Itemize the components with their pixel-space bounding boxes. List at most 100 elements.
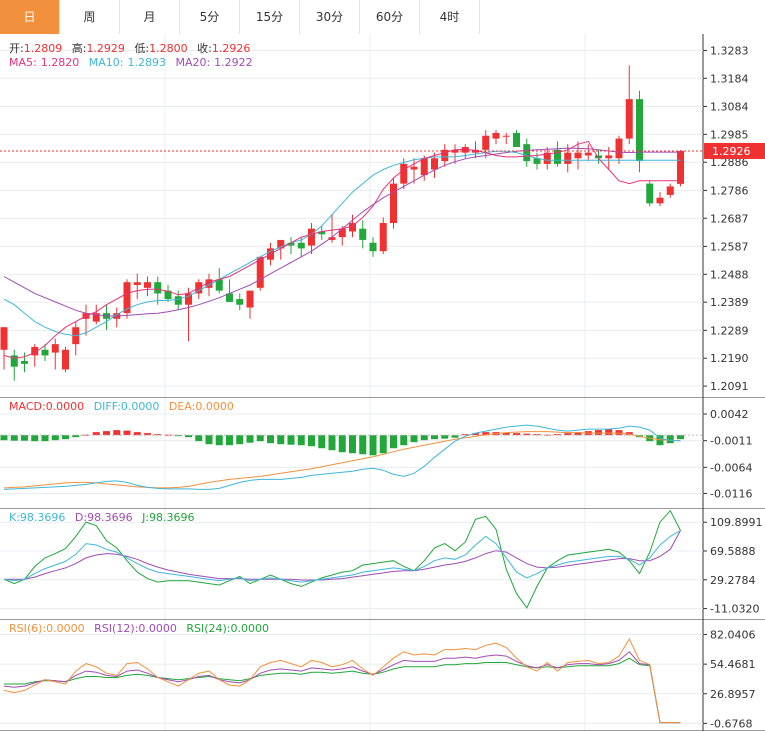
- candle-body: [246, 290, 254, 308]
- macd-bar: [226, 435, 233, 446]
- close-value: 1.2926: [211, 42, 251, 55]
- j-label: J:: [142, 511, 150, 524]
- macd-bar: [359, 435, 367, 455]
- macd-bar: [51, 435, 59, 441]
- candle-body: [349, 223, 356, 232]
- price-tick-label: 1.2389: [710, 296, 749, 309]
- panel-bg-2: [0, 509, 765, 620]
- macd-bar: [400, 435, 408, 446]
- tab-day[interactable]: 日: [0, 0, 60, 34]
- macd-bar: [420, 435, 428, 441]
- macd-bar: [41, 435, 49, 442]
- tab-60min[interactable]: 60分: [360, 0, 420, 34]
- kdj-tick-label: -11.0320: [710, 603, 759, 616]
- rsi24-line: [4, 657, 681, 724]
- tab-week[interactable]: 周: [60, 0, 120, 34]
- macd-tick-label: 0.0042: [710, 408, 749, 421]
- candle-body: [21, 361, 28, 364]
- k-label: K:: [9, 511, 20, 524]
- candle-body: [164, 290, 172, 300]
- macd-histogram-group: [0, 429, 684, 456]
- macd-bar: [410, 435, 418, 443]
- candle-body: [472, 149, 479, 153]
- open-label: 开:: [9, 42, 24, 55]
- macd-bar: [174, 435, 182, 437]
- macd-bar: [277, 435, 285, 445]
- candle-body: [451, 149, 459, 153]
- candle-body: [677, 150, 684, 184]
- tab-5min[interactable]: 5分: [180, 0, 240, 34]
- candle-body: [636, 99, 643, 162]
- macd-bar: [441, 435, 449, 439]
- price-tick-label: 1.3184: [710, 72, 749, 85]
- rsi24-value: 0.0000: [230, 622, 269, 635]
- macd-bar: [154, 434, 162, 436]
- candle-body: [666, 186, 674, 195]
- diff-label: DIFF:: [93, 400, 121, 413]
- k-value: 98.3696: [19, 511, 66, 524]
- d-label: D:: [74, 511, 88, 524]
- period-tabs: 日 周 月 5分 15分 30分 60分 4时: [0, 0, 765, 35]
- candle-body: [41, 349, 49, 356]
- rsi6-label: RSI(6):: [9, 622, 47, 635]
- tab-4hour[interactable]: 4时: [420, 0, 480, 34]
- macd-bar: [246, 435, 254, 443]
- candle-body: [31, 346, 39, 356]
- macd-bar: [0, 435, 8, 441]
- macd-bar: [349, 435, 356, 454]
- candle-body: [277, 239, 285, 249]
- macd-bar: [236, 435, 244, 445]
- current-price-label: 1.2926: [712, 145, 751, 158]
- macd-bar: [256, 435, 264, 442]
- candle-body: [595, 155, 602, 159]
- macd-bar: [554, 434, 561, 436]
- ma5-value: 1.2820: [40, 56, 80, 69]
- macd-bar: [379, 435, 387, 454]
- candle-body: [574, 152, 582, 159]
- j-value: 98.3696: [149, 511, 195, 524]
- candle-body: [92, 313, 100, 322]
- rsi-tick-label: 54.4681: [710, 658, 756, 671]
- price-tick-label: 1.2985: [710, 128, 749, 141]
- price-tick-label: 1.2886: [710, 156, 749, 169]
- tab-month[interactable]: 月: [120, 0, 180, 34]
- kdj-legend: K:98.3696 D:98.3696 J:98.3696: [9, 511, 201, 524]
- price-tick-label: 1.2687: [710, 212, 749, 225]
- candle-body: [543, 152, 551, 164]
- diff-line: [3, 424, 681, 490]
- d-line: [4, 530, 681, 581]
- tab-15min[interactable]: 15分: [240, 0, 300, 34]
- rsi-legend: RSI(6):0.0000 RSI(12):0.0000 RSI(24):0.0…: [9, 622, 275, 635]
- candle-body: [441, 149, 449, 162]
- candle-body: [656, 197, 664, 204]
- price-tick-label: 1.2488: [710, 268, 749, 281]
- current-price-marker: [704, 142, 765, 159]
- panel-bg-1: [0, 398, 765, 509]
- macd-value: 0.0000: [45, 400, 85, 413]
- macd-bar: [451, 435, 459, 438]
- ma10-label: MA10:: [88, 56, 124, 69]
- macd-bar: [21, 435, 28, 441]
- candle-body: [185, 293, 192, 305]
- tab-30min[interactable]: 30分: [300, 0, 360, 34]
- candle-body: [492, 132, 500, 139]
- macd-bar: [390, 435, 397, 449]
- candle-body: [0, 327, 8, 350]
- candle-body: [369, 242, 377, 252]
- rsi-tick-label: 26.8957: [710, 688, 756, 701]
- price-tick-label: 1.2289: [710, 324, 749, 337]
- candle-body: [205, 279, 213, 288]
- diff-value: 0.0000: [120, 400, 160, 413]
- candle-body: [338, 228, 346, 238]
- close-label: 收:: [197, 42, 212, 55]
- kdj-tick-label: 109.8991: [710, 516, 763, 529]
- macd-bar: [297, 435, 305, 446]
- candle-body: [359, 228, 367, 240]
- d-value: 98.3696: [87, 511, 133, 524]
- candle-body: [400, 163, 408, 184]
- macd-bar: [123, 430, 131, 436]
- panel-bg-0: [0, 34, 765, 398]
- macd-bar: [533, 434, 541, 436]
- candle-body: [625, 99, 633, 139]
